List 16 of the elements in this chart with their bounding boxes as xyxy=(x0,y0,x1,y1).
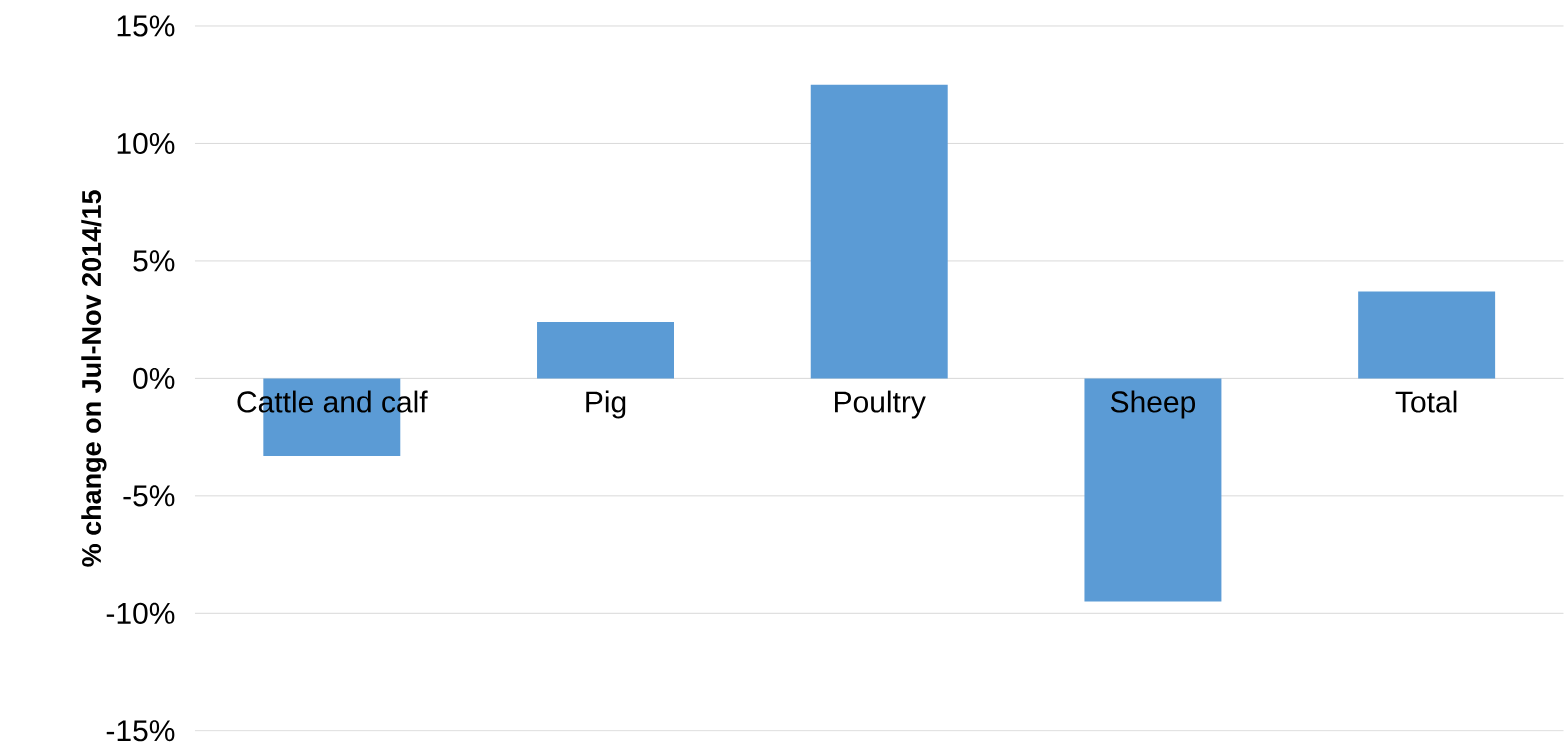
y-tick-label: 10% xyxy=(117,133,175,155)
y-tick-label: 5% xyxy=(133,250,175,272)
x-tick-label: Sheep xyxy=(1110,390,1196,419)
bar xyxy=(1084,378,1222,602)
x-tick-label: Pig xyxy=(586,390,626,419)
y-tick-label: -5% xyxy=(123,485,175,507)
y-tick-label: 15% xyxy=(117,15,175,37)
y-tick-label: -10% xyxy=(106,602,175,625)
bar xyxy=(537,322,674,379)
y-axis-title: % change on Jul-Nov 2014/15 xyxy=(81,190,107,567)
bar xyxy=(810,84,948,379)
y-tick-label: 0% xyxy=(133,367,175,390)
x-tick-label: Poultry xyxy=(835,390,926,419)
x-tick-label: Total xyxy=(1395,390,1457,413)
y-tick-label: -15% xyxy=(106,720,175,742)
bar xyxy=(1358,291,1496,379)
